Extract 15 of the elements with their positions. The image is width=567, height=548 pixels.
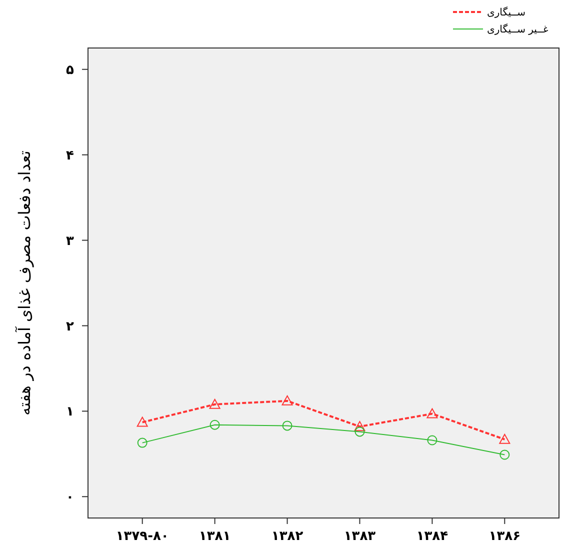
x-tick-label: ۱۳۸۶ [488,529,521,544]
y-tick-label: ۵ [66,62,74,78]
x-tick-label: ۱۳۷۹-۸۰ [116,529,169,544]
legend-label: ســیگاری [487,6,526,18]
y-tick-label: ۱ [66,404,74,420]
y-tick-label: ۴ [66,148,74,164]
x-tick-label: ۱۳۸۲ [271,529,304,544]
x-tick-label: ۱۳۸۱ [198,529,231,544]
x-tick-label: ۱۳۸۳ [344,529,376,544]
legend-label: غــیر ســیگاری [487,24,548,36]
y-axis-title: تعداد دفعات مصرف غذای آماده در هفته [14,150,34,416]
x-tick-label: ۱۳۸۴ [416,529,448,544]
y-tick-label: ۳ [66,234,74,249]
y-tick-label: ۰ [66,490,74,506]
y-tick-label: ۲ [66,319,74,334]
